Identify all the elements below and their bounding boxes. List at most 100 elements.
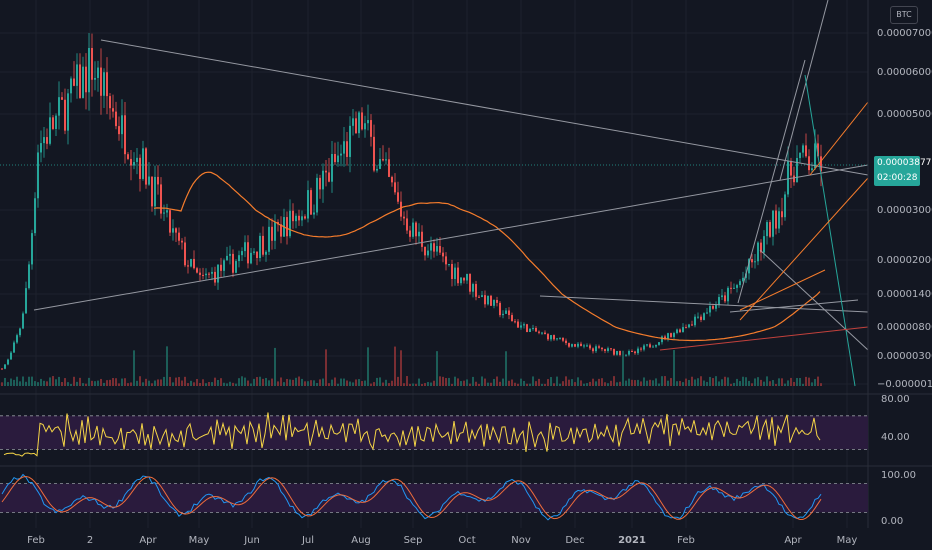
- candle-body: [811, 168, 813, 171]
- candle-body: [565, 340, 567, 344]
- volume-bar: [544, 383, 546, 386]
- volume-bar: [403, 383, 405, 386]
- volume-bar: [370, 383, 372, 386]
- volume-bar: [517, 383, 519, 386]
- volume-bar: [373, 382, 375, 386]
- price-pane: [1, 33, 822, 370]
- volume-bar: [763, 381, 765, 386]
- volume-bar: [13, 379, 15, 386]
- candle-body: [139, 157, 141, 179]
- candle-body: [130, 158, 132, 166]
- volume-bar: [715, 376, 717, 386]
- volume-bar: [1, 382, 3, 386]
- volume-bar: [556, 376, 558, 386]
- volume-bar: [748, 380, 750, 386]
- candle-body: [22, 313, 24, 329]
- candle-body: [391, 176, 393, 183]
- candle-body: [370, 120, 372, 137]
- candle-body: [121, 115, 123, 135]
- volume-bar: [70, 383, 72, 386]
- volume-bar: [694, 379, 696, 386]
- candle-body: [280, 224, 282, 237]
- candle-body: [52, 117, 54, 129]
- volume-bar: [769, 381, 771, 386]
- candle-body: [184, 242, 186, 266]
- volume-bar: [739, 381, 741, 386]
- candle-body: [487, 295, 489, 305]
- candle-body: [796, 158, 798, 183]
- volume-bar: [571, 379, 573, 386]
- candle-body: [802, 145, 804, 153]
- trend-line: [779, 0, 829, 181]
- volume-bar: [433, 380, 435, 386]
- volume-bar: [364, 380, 366, 386]
- bar-countdown: 02:00:28: [877, 173, 918, 183]
- candle-body: [493, 299, 495, 306]
- candle-body: [499, 302, 501, 316]
- candle-body: [10, 352, 12, 360]
- stoch-d-line: [1, 475, 822, 521]
- volume-bar: [445, 378, 447, 386]
- volume-bar: [751, 383, 753, 386]
- candle-body: [109, 96, 111, 109]
- volume-bar: [28, 376, 30, 386]
- volume-bar: [511, 379, 513, 386]
- volume-bar: [367, 347, 369, 386]
- candle-body: [73, 78, 75, 86]
- volume-bar: [463, 380, 465, 386]
- time-tick-label: Jul: [301, 535, 314, 546]
- volume-bar: [610, 380, 612, 386]
- volume-bar: [688, 380, 690, 386]
- candle-body: [481, 295, 483, 297]
- candle-body: [469, 273, 471, 292]
- volume-bar: [619, 381, 621, 386]
- candle-body: [700, 316, 702, 320]
- volume-bar: [424, 383, 426, 386]
- volume-bar: [508, 380, 510, 386]
- volume-bar: [409, 383, 411, 386]
- trend-line: [739, 269, 826, 311]
- time-tick-label: May: [837, 535, 858, 546]
- volume-bar: [202, 379, 204, 386]
- time-axis[interactable]: Feb 2 Apr May Jun Jul Aug Sep Oct Nov Dec 2021 Feb Ap…: [27, 535, 857, 546]
- candle-body: [637, 348, 639, 354]
- volume-bar: [52, 376, 54, 386]
- candle-body: [34, 198, 36, 234]
- candle-body: [304, 216, 306, 219]
- volume-bar: [703, 380, 705, 386]
- volume-bar: [286, 378, 288, 386]
- volume-bar: [61, 382, 63, 386]
- candle-body: [517, 321, 519, 328]
- volume-bar: [91, 380, 93, 386]
- volume-bar: [253, 378, 255, 386]
- candle-body: [730, 287, 732, 289]
- candle-body: [352, 118, 354, 126]
- volume-bar: [487, 382, 489, 386]
- volume-bar: [436, 351, 438, 386]
- volume-bar: [226, 383, 228, 386]
- volume-bar: [415, 383, 417, 386]
- stoch-k-line: [1, 473, 822, 521]
- price-axis[interactable]: 0.00007000 0.00006000 0.00005000 0.00003000…: [877, 28, 932, 527]
- volume-bar: [10, 378, 12, 386]
- currency-tag[interactable]: BTC: [890, 6, 918, 24]
- volume-bar: [265, 377, 267, 386]
- volume-bar: [493, 378, 495, 386]
- volume-bar: [19, 381, 21, 386]
- candle-body: [556, 338, 558, 340]
- moving-average-line: [153, 171, 821, 342]
- price-tick-label: 0.00006000: [877, 67, 932, 78]
- candle-body: [100, 67, 102, 96]
- volume-bar: [175, 377, 177, 386]
- candle-body: [754, 261, 756, 263]
- candle-body: [292, 210, 294, 222]
- volume-bar: [148, 380, 150, 386]
- candle-body: [688, 324, 690, 328]
- volume-bar: [256, 377, 258, 386]
- time-tick-label: Nov: [511, 535, 531, 546]
- candle-body: [349, 125, 351, 157]
- candle-body: [400, 201, 402, 217]
- price-tick-label: 0.00000300: [877, 351, 932, 362]
- candle-body: [346, 141, 348, 157]
